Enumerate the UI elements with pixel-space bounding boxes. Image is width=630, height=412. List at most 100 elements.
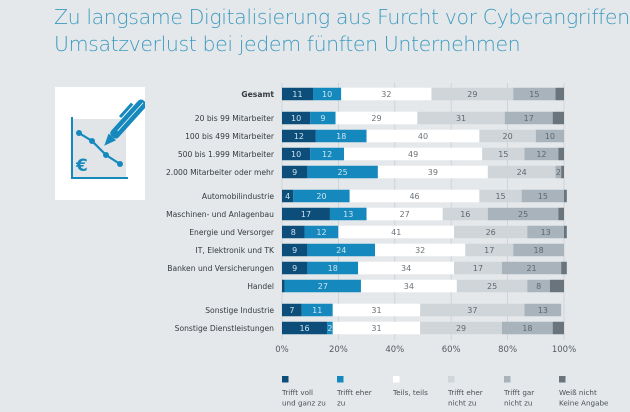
category-label: 2.000 Mitarbeiter oder mehr (166, 168, 275, 177)
bar-segment-voll (282, 87, 314, 101)
legend-item-eher-nicht: Trifft eher nicht zu (447, 376, 483, 408)
data-label: 21 (526, 264, 536, 273)
icon-line (78, 132, 121, 165)
data-label: 34 (401, 264, 411, 273)
legend-item-voll: Trifft voll und ganz zu (281, 376, 326, 408)
data-label: 15 (529, 90, 539, 99)
legend-swatch (393, 376, 400, 383)
bar-segment-gar-nicht (513, 87, 556, 101)
category-label: 500 bis 1.999 Mitarbeiter (178, 150, 275, 159)
category-label: Energie und Versorger (189, 228, 275, 237)
bar-row: 17 13 27 16 25 (282, 207, 564, 221)
bar-segment-eher-nicht (442, 207, 488, 221)
bar-row: 10 9 29 31 17 (282, 111, 564, 125)
data-label: 27 (318, 282, 328, 291)
bar-segment-teils (338, 225, 455, 239)
bar-row: 9 25 39 24 2 (282, 165, 564, 179)
category-label: Banken und Versicherungen (167, 264, 274, 273)
data-label: 41 (391, 228, 401, 237)
legend: Trifft voll und ganz zu Trifft eher zu Teils… (281, 376, 609, 408)
data-label: 31 (371, 306, 381, 315)
legend-item-weiss-nicht: Weiß nicht Keine Angabe (559, 376, 609, 408)
bar-segment-teils (344, 147, 483, 161)
category-labels: Gesamt 20 bis 99 Mitarbeiter 100 bis 499 M… (166, 90, 275, 333)
bar-segment-eher (329, 207, 367, 221)
euro-icon: € (75, 156, 88, 176)
bar-segment-eher-nicht (482, 147, 525, 161)
data-label: 25 (487, 282, 497, 291)
data-label: 17 (524, 114, 534, 123)
legend-swatch (448, 376, 455, 383)
data-label: 9 (292, 264, 297, 273)
legend-label: zu (337, 399, 345, 408)
pen-icon (104, 99, 147, 146)
data-label: 10 (291, 114, 301, 123)
data-label: 10 (291, 150, 301, 159)
legend-label: Trifft eher (447, 388, 483, 397)
data-label: 20 (316, 192, 326, 201)
bar-row: 8 12 41 26 13 (282, 225, 567, 239)
bar-segment-voll (282, 189, 294, 203)
bar-segment-weiss-nicht (564, 225, 567, 239)
bar-segment-voll (282, 279, 285, 293)
data-label: 15 (495, 192, 505, 201)
bar-segment-teils (341, 87, 432, 101)
x-tick-label: 100% (552, 345, 576, 355)
data-label: 12 (316, 228, 326, 237)
bar-segment-teils (360, 279, 457, 293)
bar-segment-eher (315, 129, 367, 143)
data-label: 20 (503, 132, 513, 141)
bar-segment-gar-nicht (513, 243, 564, 257)
bar-segment-gar-nicht (501, 321, 553, 335)
data-label: 11 (312, 306, 322, 315)
category-label: Gesamt (241, 90, 274, 99)
bar-segment-voll (282, 321, 328, 335)
data-label: 18 (522, 324, 532, 333)
bar-segment-voll (282, 147, 311, 161)
data-label: 17 (484, 246, 494, 255)
bar-segment-eher (307, 243, 376, 257)
bar-row: 9 18 34 17 21 (282, 261, 567, 275)
category-label: Sonstige Industrie (205, 306, 274, 315)
legend-item-teils: Teils, teils (392, 376, 428, 397)
x-tick-label: 40% (385, 345, 404, 355)
icon-point (117, 161, 123, 167)
data-label: 7 (289, 306, 294, 315)
category-label: Handel (247, 282, 274, 291)
bar-segment-eher (307, 165, 378, 179)
bar-row: 7 11 31 37 13 (282, 303, 562, 317)
x-tick-label: 60% (442, 345, 461, 355)
data-label: 24 (517, 168, 527, 177)
legend-label: Keine Angabe (559, 399, 609, 408)
data-label: 17 (301, 210, 311, 219)
bar-segment-weiss-nicht (555, 87, 564, 101)
bar-segment-voll (282, 111, 311, 125)
category-label: IT, Elektronik und TK (196, 246, 275, 255)
category-label: 20 bis 99 Mitarbeiter (195, 114, 275, 123)
bar-segment-eher-nicht (454, 261, 502, 275)
legend-swatch (559, 376, 566, 383)
bar-segment-eher-nicht (431, 87, 514, 101)
bar-segment-weiss-nicht (549, 279, 564, 293)
bar-segment-gar-nicht (524, 303, 562, 317)
legend-swatch (504, 376, 511, 383)
data-label: 40 (418, 132, 428, 141)
bar-segment-teils (332, 303, 421, 317)
x-axis-ticks: 0% 20% 40% 60% 80% 100% (275, 345, 576, 355)
bar-row: 27 34 25 8 (282, 279, 564, 293)
bar-segment-weiss-nicht (561, 261, 567, 275)
bar-segment-eher (301, 303, 333, 317)
data-label: 2 (327, 324, 332, 333)
bar-segment-eher-nicht (420, 303, 525, 317)
data-label: 18 (328, 264, 338, 273)
bar-row: 16 2 31 29 18 (282, 321, 564, 335)
legend-label: Weiß nicht (559, 388, 597, 397)
legend-item-eher: Trifft eher zu (336, 376, 372, 408)
data-label: 17 (473, 264, 483, 273)
bar-segment-teils (335, 111, 418, 125)
legend-label: nicht zu (504, 399, 533, 408)
bar-segment-gar-nicht (535, 129, 564, 143)
title-line-1: Zu langsame Digitalisierung aus Furcht v… (54, 5, 630, 29)
